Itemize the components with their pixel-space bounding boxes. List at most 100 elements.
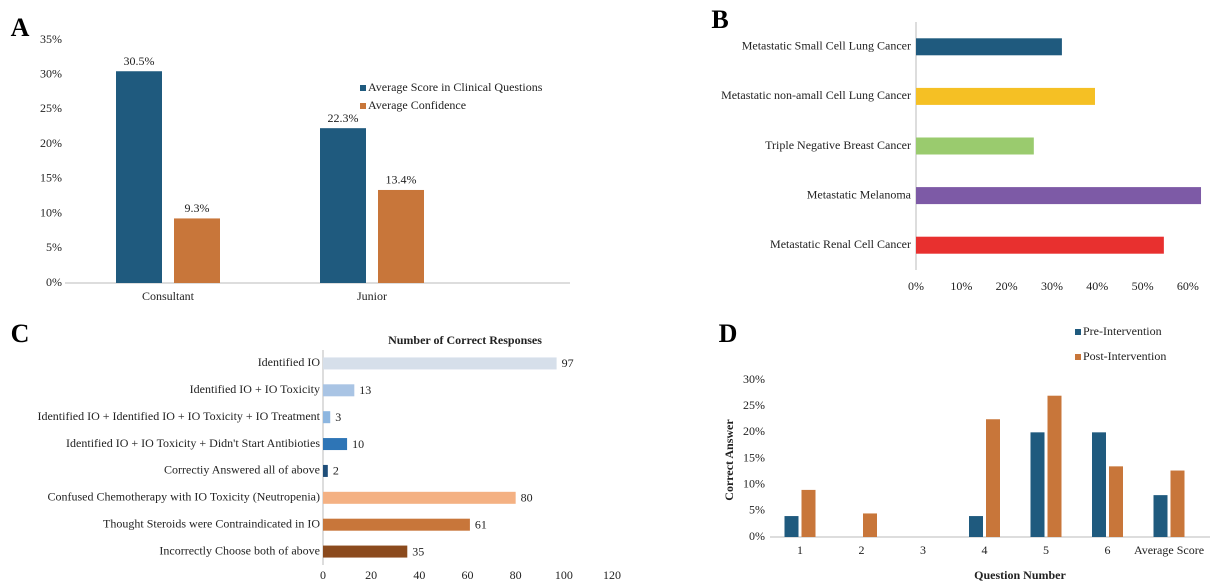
bar	[916, 87, 1095, 105]
panel-label: C	[11, 319, 30, 348]
data-label: 30.5%	[124, 54, 155, 68]
y-tick-label: 0%	[46, 275, 62, 289]
data-label: 13.4%	[386, 173, 417, 187]
y-tick-label: 20%	[743, 424, 765, 438]
bar	[323, 411, 331, 424]
x-tick-label: 0	[320, 568, 326, 582]
x-tick-label: 4	[982, 543, 988, 557]
bar	[323, 357, 557, 370]
x-tick-label: 20	[365, 568, 377, 582]
x-tick-label: 100	[555, 568, 573, 582]
x-tick-label: 1	[797, 543, 803, 557]
y-tick-label: 15%	[40, 171, 62, 185]
legend-label: Post-Intervention	[1083, 349, 1166, 363]
x-tick-label: 3	[920, 543, 926, 557]
bar	[916, 137, 1034, 155]
y-axis-label: Correct Answer	[722, 419, 736, 501]
category-label: Incorrectly Choose both of above	[159, 543, 320, 557]
x-tick-label: 30%	[1041, 279, 1063, 293]
y-tick-label: 35%	[40, 32, 62, 46]
panel-label: A	[11, 13, 30, 42]
panel-label: D	[719, 319, 738, 348]
bar	[1030, 432, 1045, 537]
category-label: Metastatic Small Cell Lung Cancer	[742, 39, 911, 53]
y-tick-label: 5%	[46, 240, 62, 254]
legend-label: Average Score in Clinical Questions	[368, 80, 543, 94]
legend-swatch	[1075, 354, 1081, 360]
bar	[916, 187, 1202, 205]
y-tick-label: 15%	[743, 450, 765, 464]
x-tick-label: 5	[1043, 543, 1049, 557]
category-label: Triple Negative Breast Cancer	[765, 138, 911, 152]
y-tick-label: 10%	[743, 476, 765, 490]
bar	[323, 491, 516, 504]
bar	[1047, 395, 1062, 537]
y-tick-label: 5%	[749, 503, 765, 517]
data-label: 10	[352, 437, 364, 451]
bar	[323, 384, 355, 397]
y-tick-label: 30%	[743, 372, 765, 386]
x-tick-label: 20%	[996, 279, 1018, 293]
x-tick-label: 40	[413, 568, 425, 582]
bar	[1092, 432, 1106, 537]
bar	[323, 438, 348, 451]
data-label: 13	[359, 383, 371, 397]
bar	[986, 419, 1000, 537]
x-tick-label: 60	[462, 568, 474, 582]
bar	[116, 71, 162, 283]
y-tick-label: 20%	[40, 136, 62, 150]
x-tick-label: 50%	[1132, 279, 1154, 293]
y-tick-label: 25%	[40, 101, 62, 115]
y-tick-label: 0%	[749, 529, 765, 543]
category-label: Identified IO + Identified IO + IO Toxic…	[37, 409, 320, 423]
category-label: Correctiy Answered all of above	[164, 463, 320, 477]
legend-swatch	[360, 103, 366, 109]
legend-label: Pre-Intervention	[1083, 324, 1162, 338]
legend-label: Average Confidence	[368, 98, 466, 112]
chart-title: Number of Correct Responses	[388, 333, 542, 347]
bar	[1109, 466, 1123, 537]
data-label: 9.3%	[185, 201, 210, 215]
x-tick-label: 40%	[1086, 279, 1108, 293]
bar	[969, 516, 983, 537]
data-label: 80	[521, 491, 533, 505]
x-tick-label: 80	[510, 568, 522, 582]
bar	[801, 489, 816, 537]
data-label: 61	[475, 517, 487, 531]
category-label: Identified IO + IO Toxicity + Didn't Sta…	[66, 436, 320, 450]
bar	[323, 464, 328, 477]
x-tick-label: Consultant	[142, 289, 195, 303]
bar	[323, 518, 470, 531]
bar	[320, 128, 366, 283]
legend-swatch	[360, 85, 366, 91]
category-label: Identified IO + IO Toxicity	[190, 382, 320, 396]
x-tick-label: 2	[859, 543, 865, 557]
y-tick-label: 25%	[743, 398, 765, 412]
bar	[323, 545, 408, 558]
category-label: Metastatic Renal Cell Cancer	[770, 237, 911, 251]
data-label: 2	[333, 464, 339, 478]
data-label: 3	[335, 410, 341, 424]
y-tick-label: 30%	[40, 66, 62, 80]
x-tick-label: 60%	[1177, 279, 1199, 293]
x-tick-label: 6	[1105, 543, 1111, 557]
x-axis-label: Question Number	[974, 568, 1066, 582]
data-label: 35	[412, 544, 424, 558]
x-tick-label: Junior	[357, 289, 387, 303]
category-label: Confused Chemotherapy with IO Toxicity (…	[47, 490, 320, 504]
category-label: Thought Steroids were Contraindicated in…	[103, 516, 320, 530]
category-label: Metastatic Melanoma	[807, 187, 912, 201]
bar	[378, 189, 424, 283]
category-label: Metastatic non-amall Cell Lung Cancer	[721, 88, 911, 102]
category-label: Identified IO	[258, 355, 321, 369]
x-tick-label: 10%	[950, 279, 972, 293]
legend-swatch	[1075, 329, 1081, 335]
data-label: 97	[562, 356, 574, 370]
data-label: 22.3%	[328, 111, 359, 125]
bar	[1170, 470, 1185, 537]
panel-label: B	[711, 5, 728, 34]
y-tick-label: 10%	[40, 205, 62, 219]
bar	[916, 38, 1062, 56]
x-tick-label: 0%	[908, 279, 924, 293]
